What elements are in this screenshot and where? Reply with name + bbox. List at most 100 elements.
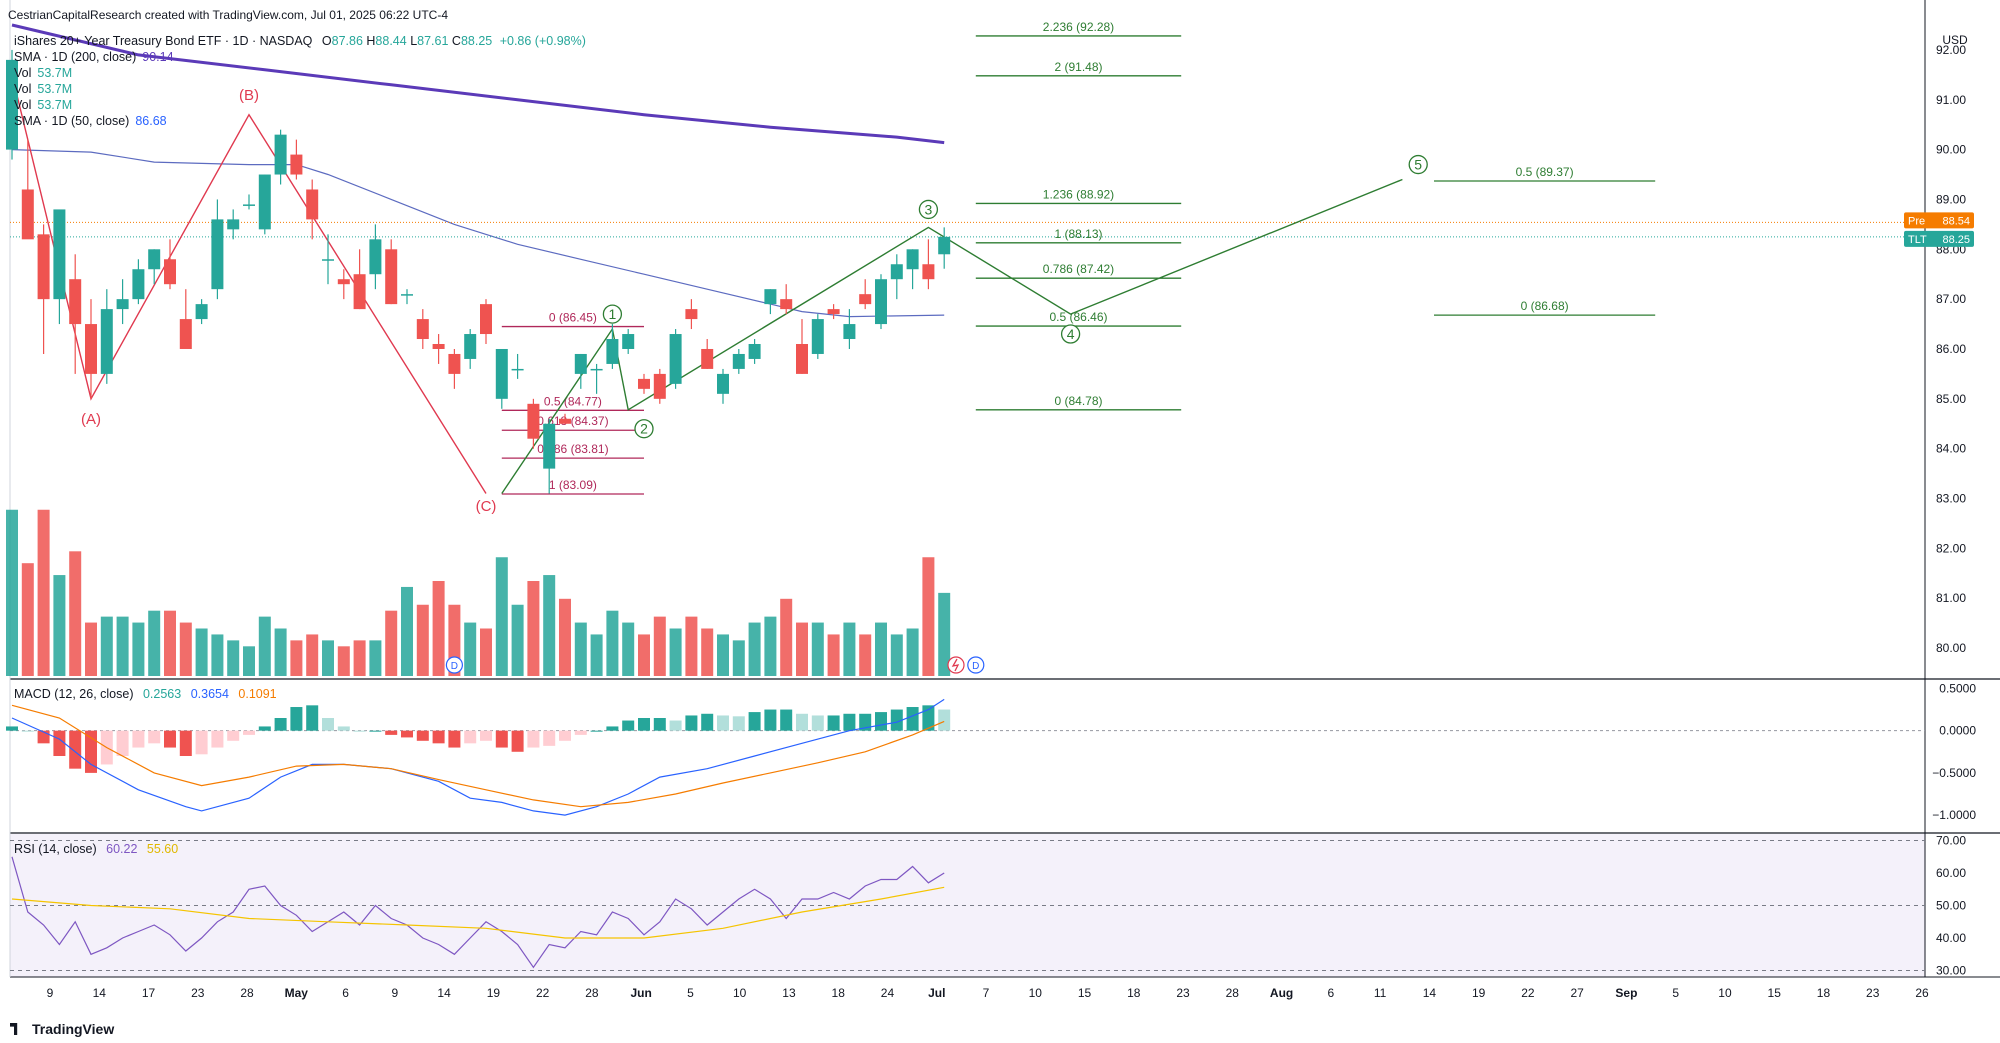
- macd-label: MACD (12, 26, close): [14, 687, 134, 701]
- candle-body: [890, 264, 903, 280]
- time-tick-label: 18: [1127, 986, 1141, 1000]
- macd-pane: [6, 698, 1925, 816]
- macd-value-1: 0.2563: [142, 687, 182, 701]
- volume-bar: [653, 616, 666, 676]
- candle-body: [100, 309, 113, 374]
- indicator-row[interactable]: Vol 53.7M: [14, 66, 72, 80]
- candle-body: [85, 324, 97, 374]
- ohlc-low: 87.61: [417, 34, 449, 48]
- volume-bar: [37, 509, 50, 676]
- indicator-row[interactable]: SMA · 1D (50, close) 86.68: [14, 114, 167, 128]
- time-tick-label: 6: [342, 986, 349, 1000]
- dividend-marker-label: D: [451, 661, 458, 672]
- symbol-title: iShares 20+ Year Treasury Bond ETF · 1D …: [14, 34, 313, 48]
- rsi-tick-label: 40.00: [1936, 931, 1966, 945]
- macd-histogram-bar: [543, 730, 556, 746]
- time-tick-label: 9: [47, 986, 54, 1000]
- candle-body: [875, 279, 887, 325]
- volume-bar: [416, 604, 429, 676]
- ohlc-close: 88.25: [460, 34, 493, 48]
- indicator-row[interactable]: SMA · 1D (200, close) 90.14: [14, 50, 174, 64]
- macd-histogram-bar: [164, 730, 176, 748]
- volume-bar: [464, 622, 477, 676]
- candle-body: [164, 259, 176, 285]
- candle-body: [938, 236, 951, 255]
- volume-bar: [780, 598, 793, 676]
- price-tick-label: 87.00: [1936, 292, 1966, 306]
- volume-bar: [385, 610, 398, 676]
- macd-legend[interactable]: MACD (12, 26, close) 0.2563 0.3654 0.109…: [14, 687, 277, 701]
- elliott-waves: (A) (B) (C) 1 2 3 4 5: [11, 74, 1428, 515]
- rsi-value-2: 55.60: [146, 842, 179, 856]
- tradingview-logo-icon: [10, 1023, 18, 1035]
- volume-bar: [353, 640, 366, 676]
- macd-histogram-bar: [306, 705, 319, 731]
- candle-body: [606, 339, 619, 364]
- wave-label-circle: [1408, 154, 1428, 175]
- macd-histogram-bar: [906, 707, 919, 731]
- wave-label: 3: [925, 201, 933, 217]
- volume-bar: [843, 622, 856, 676]
- macd-histogram-bar: [859, 713, 872, 731]
- indicator-row[interactable]: Vol 53.7M: [14, 98, 72, 112]
- volume-bar: [495, 557, 508, 676]
- rsi-legend[interactable]: RSI (14, close) 60.22 55.60: [14, 842, 178, 856]
- price-tag-box: [1904, 212, 1974, 229]
- macd-histogram-bar: [53, 730, 66, 756]
- wave-label-circle: [1060, 324, 1081, 344]
- volume-bar: [53, 575, 66, 676]
- time-tick-label: 6: [1327, 986, 1334, 1000]
- time-tick-label: 10: [733, 986, 747, 1000]
- candle-body: [464, 334, 477, 359]
- macd-histogram-bar: [685, 715, 698, 731]
- volume-bar: [132, 622, 145, 676]
- volume-bar: [258, 616, 271, 676]
- macd-line: [11, 698, 945, 816]
- indicator-label: SMA · 1D (50, close): [14, 114, 130, 128]
- time-tick-label: 15: [1078, 986, 1092, 1000]
- rsi-pane: [10, 840, 1925, 971]
- wave-12345-path: [501, 178, 1403, 494]
- volume-bar: [764, 616, 777, 676]
- macd-histogram-bar: [132, 730, 145, 748]
- macd-histogram-bar: [780, 709, 793, 731]
- candle-body: [843, 324, 856, 340]
- time-tick-label: 14: [93, 986, 107, 1000]
- volume-bar: [732, 640, 745, 676]
- rsi-tick-label: 70.00: [1936, 834, 1966, 848]
- sma-200-line: [11, 23, 945, 145]
- symbol-legend[interactable]: iShares 20+ Year Treasury Bond ETF · 1D …: [14, 34, 586, 48]
- volume-bar: [116, 616, 129, 676]
- tradingview-logo[interactable]: TradingView: [10, 1021, 114, 1037]
- macd-histogram-bar: [401, 730, 413, 738]
- volume-bar: [195, 628, 208, 676]
- time-tick-label: 22: [1521, 986, 1535, 1000]
- price-tag-value: 88.25: [1942, 234, 1970, 246]
- macd-histogram-bar: [748, 712, 761, 731]
- volume-bar: [511, 604, 524, 676]
- candle-body: [353, 274, 366, 310]
- time-tick-label: 17: [142, 986, 156, 1000]
- time-tick-label: 13: [782, 986, 796, 1000]
- macd-histogram-bar: [116, 730, 129, 756]
- volume-bars: [6, 509, 951, 676]
- time-tick-label: 28: [585, 986, 599, 1000]
- macd-histogram-bar: [69, 730, 82, 769]
- candle-body: [653, 373, 666, 399]
- candle-body: [480, 304, 492, 335]
- macd-histogram-bar: [527, 730, 540, 748]
- candle-body: [669, 334, 682, 384]
- candle-body: [369, 239, 382, 275]
- volume-bar: [859, 634, 872, 676]
- candle-body: [685, 309, 698, 320]
- volume-bar: [432, 581, 445, 676]
- ohlc-change: +0.86 (+0.98%): [499, 34, 586, 48]
- macd-histogram-bar: [875, 712, 887, 731]
- macd-histogram-bar: [416, 730, 429, 741]
- macd-histogram-bar: [6, 726, 18, 731]
- volume-bar: [148, 610, 161, 676]
- panes-background: [9, 0, 2000, 978]
- indicator-row[interactable]: Vol 53.7M: [14, 82, 72, 96]
- time-tick-label: 28: [1226, 986, 1240, 1000]
- ohlc-close-label: C: [451, 34, 461, 48]
